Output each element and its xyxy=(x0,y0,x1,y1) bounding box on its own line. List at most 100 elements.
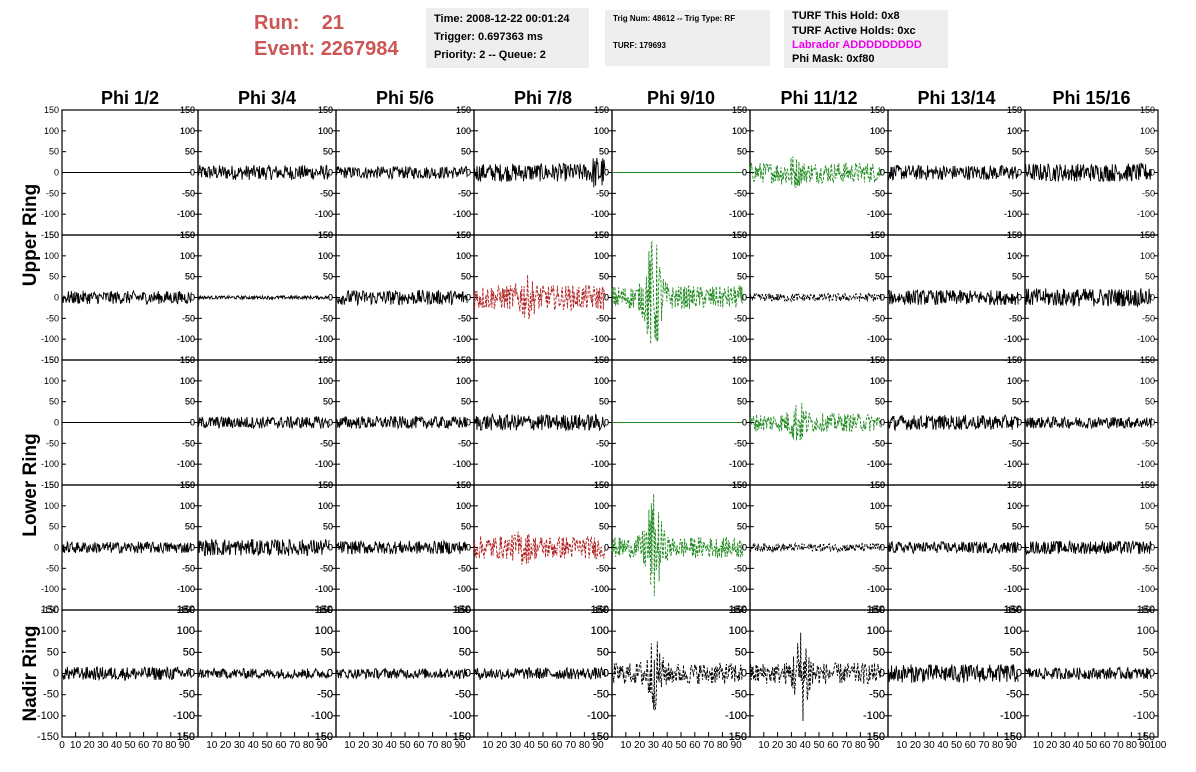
panel-r3-c4-ylabel-6: 150 xyxy=(456,355,471,365)
panel-r5-c7-ylabel-3: 0 xyxy=(879,668,885,680)
xlabel-c7-1: 10 xyxy=(896,740,908,751)
panel-r1-c2-waveform xyxy=(197,164,330,180)
xlabel-c4-8: 80 xyxy=(579,740,591,751)
panel-r3-c6-ylabel-inner-6: 150 xyxy=(870,355,885,365)
panel-r1-c8-ylabel-1: -100 xyxy=(1004,209,1022,219)
event-label: Event: xyxy=(254,38,316,60)
panel-r2-c4-ylabel-4: 50 xyxy=(461,272,471,282)
panel-r1-c8-ylabel-inner-4: 50 xyxy=(1145,147,1155,157)
panel-r5-c1-ylabel-left-1: -100 xyxy=(37,710,59,722)
xlabel-c2-2: 20 xyxy=(220,740,232,751)
panel-r3-c1-ylabel-left-5: 100 xyxy=(44,376,59,386)
panel-r2-c4-ylabel-inner-3: 0 xyxy=(604,293,609,303)
xlabel-c6-3: 30 xyxy=(786,740,798,751)
xlabel-c2-4: 40 xyxy=(248,740,260,751)
xlabel-c1-9: 90 xyxy=(179,740,191,751)
panel-r4-c1-ylabel-inner-2: -50 xyxy=(182,563,195,573)
panel-r1-c6-ylabel-4: 50 xyxy=(737,147,747,157)
panel-r3-c7-ylabel-3: 0 xyxy=(880,418,885,428)
panel-r3-c6-ylabel-inner-4: 50 xyxy=(875,397,885,407)
panel-r5-c8-ylabel-inner-6: 150 xyxy=(1137,604,1155,616)
panel-r2-c2-ylabel-5: 100 xyxy=(180,251,195,261)
panel-r1-c4-ylabel-inner-4: 50 xyxy=(599,147,609,157)
panel-r4-c3-ylabel-inner-4: 50 xyxy=(461,522,471,532)
panel-r5-c3-ylabel-2: -50 xyxy=(317,689,333,701)
xlabel-c3-3: 30 xyxy=(372,740,384,751)
panel-r1-c8-ylabel-3: 0 xyxy=(1017,168,1022,178)
panel-r1-c7-ylabel-inner-1: -100 xyxy=(1004,209,1022,219)
panel-r4-c2-ylabel-inner-3: 0 xyxy=(328,543,333,553)
panel-r4-c5-ylabel-2: -50 xyxy=(596,563,609,573)
panel-r1-c1-ylabel-left-5: 100 xyxy=(44,126,59,136)
phi-mask-text: Phi Mask: 0xf80 xyxy=(792,53,875,65)
panel-r3-c7-ylabel-inner-5: 100 xyxy=(1007,376,1022,386)
panel-r3-c7-ylabel-1: -100 xyxy=(867,459,885,469)
panel-r5-c7-waveform xyxy=(887,663,1019,683)
panel-r3-c7-ylabel-2: -50 xyxy=(872,438,885,448)
panel-r5-c4-ylabel-6: 150 xyxy=(453,604,471,616)
panel-r4-c3-ylabel-inner-1: -100 xyxy=(453,584,471,594)
panel-r1-c4-ylabel-6: 150 xyxy=(456,105,471,115)
panel-r4-c5-ylabel-inner-6: 150 xyxy=(732,480,747,490)
panel-r2-c1-ylabel-left-0: -150 xyxy=(41,355,59,365)
panel-r5-c3-ylabel-inner-5: 100 xyxy=(453,625,471,637)
panel-r4-c3-ylabel-inner-6: 150 xyxy=(456,480,471,490)
xlabel-c2-8: 80 xyxy=(303,740,315,751)
panel-r1-c7-ylabel-1: -100 xyxy=(867,209,885,219)
panel-r3-c6-ylabel-6: 150 xyxy=(732,355,747,365)
panel-r3-c5-ylabel-inner-4: 50 xyxy=(737,397,747,407)
panel-r2-c8-ylabel-4: 50 xyxy=(1012,272,1022,282)
panel-r5-c8-ylabel-5: 100 xyxy=(1004,625,1022,637)
panel-r5-c1-ylabel-inner-5: 100 xyxy=(177,625,195,637)
panel-r3-c3-ylabel-4: 50 xyxy=(323,397,333,407)
panel-r5-c6-ylabel-1: -100 xyxy=(725,710,747,722)
panel-r5-c7-ylabel-5: 100 xyxy=(867,625,885,637)
xlabel-c1-6: 60 xyxy=(138,740,150,751)
xlabel-c7-7: 70 xyxy=(978,740,990,751)
panel-r2-c6-ylabel-6: 150 xyxy=(732,230,747,240)
panel-r4-c2-waveform xyxy=(197,538,330,557)
xlabel-c4-1: 10 xyxy=(482,740,494,751)
panel-r4-c7-ylabel-inner-5: 100 xyxy=(1007,501,1022,511)
panel-r2-c3-ylabel-6: 150 xyxy=(318,230,333,240)
panel-r5-c7-ylabel-inner-6: 150 xyxy=(1004,604,1022,616)
time-text: Time: 2008-12-22 00:01:24 xyxy=(434,13,570,25)
panel-r1-c6-ylabel-2: -50 xyxy=(734,188,747,198)
panel-r4-c6-ylabel-2: -50 xyxy=(734,563,747,573)
panel-r1-c2-ylabel-2: -50 xyxy=(182,188,195,198)
panel-r4-c4-waveform xyxy=(473,531,606,565)
xlabel-c3-8: 80 xyxy=(441,740,453,751)
panel-r3-c4-ylabel-1: -100 xyxy=(453,459,471,469)
panel-r3-c2-ylabel-2: -50 xyxy=(182,438,195,448)
panel-r1-c6-ylabel-inner-3: 0 xyxy=(880,168,885,178)
panel-r1-c3-ylabel-inner-5: 100 xyxy=(456,126,471,136)
panel-r3-c2-ylabel-inner-3: 0 xyxy=(328,418,333,428)
xlabel-c3-5: 50 xyxy=(399,740,411,751)
xlabel-c8-4: 40 xyxy=(1073,740,1085,751)
panel-r3-c3-ylabel-6: 150 xyxy=(318,355,333,365)
panel-r2-c7-ylabel-1: -100 xyxy=(867,334,885,344)
panel-r1-c3-ylabel-inner-1: -100 xyxy=(453,209,471,219)
xlabel-c4-6: 60 xyxy=(551,740,563,751)
panel-r2-c3-ylabel-inner-5: 100 xyxy=(456,251,471,261)
panel-r3-c3-ylabel-inner-6: 150 xyxy=(456,355,471,365)
panel-r4-c4-ylabel-inner-3: 0 xyxy=(604,543,609,553)
column-title-4: Phi 7/8 xyxy=(514,88,572,108)
panel-r1-c1-ylabel-inner-2: -50 xyxy=(182,188,195,198)
panel-r5-c2-ylabel-2: -50 xyxy=(179,689,195,701)
panel-r5-c1-ylabel-left-4: 50 xyxy=(47,646,59,658)
panel-r2-c3-ylabel-inner-6: 150 xyxy=(456,230,471,240)
panel-r1-c4-ylabel-2: -50 xyxy=(458,188,471,198)
panel-r1-c7-ylabel-6: 150 xyxy=(870,105,885,115)
panel-r4-c1-waveform xyxy=(61,540,192,555)
panel-r4-c3-ylabel-4: 50 xyxy=(323,522,333,532)
xlabel-c6-1: 10 xyxy=(758,740,770,751)
xlabel-c7-6: 60 xyxy=(965,740,977,751)
panel-r1-c3-waveform xyxy=(335,166,468,181)
panel-r5-c5-ylabel-inner-3: 0 xyxy=(741,668,747,680)
panel-r1-c5-ylabel-inner-5: 100 xyxy=(732,126,747,136)
panel-r5-c4-ylabel-inner-4: 50 xyxy=(597,646,609,658)
panel-r3-c2-ylabel-inner-1: -100 xyxy=(315,459,333,469)
ring-label-lower-ring: Lower Ring xyxy=(20,433,41,536)
panel-r4-c1-ylabel-inner-5: 100 xyxy=(180,501,195,511)
